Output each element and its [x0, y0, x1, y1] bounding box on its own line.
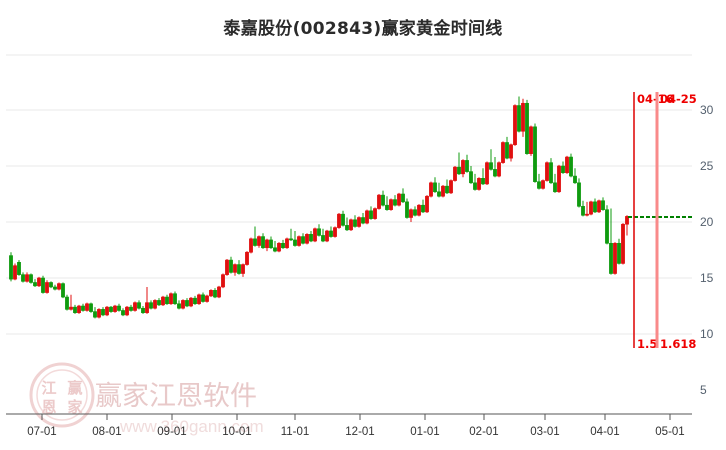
time-line-ratio-label: 1.618	[660, 337, 696, 351]
y-axis-tick-label: 5	[700, 383, 707, 397]
x-axis-tick-label: 10-01	[222, 426, 251, 438]
page-title: 泰嘉股份(002843)赢家黄金时间线	[223, 19, 503, 39]
svg-text:赢: 赢	[67, 379, 82, 397]
svg-text:赢家江恩软件: 赢家江恩软件	[95, 381, 257, 412]
svg-text:家: 家	[67, 398, 82, 416]
y-axis-tick-label: 10	[700, 327, 714, 341]
x-axis-tick-label: 02-01	[469, 426, 498, 438]
x-axis-tick-label: 05-01	[655, 426, 684, 438]
watermark: 江赢恩家赢家江恩软件 www.360gann.com	[29, 362, 264, 436]
time-line-date-label: 04-25	[660, 92, 697, 106]
grid-lines	[6, 54, 692, 335]
x-axis-tick-label: 11-01	[281, 426, 310, 438]
svg-text:江: 江	[41, 379, 56, 397]
time-line-date-label: 04-16	[637, 92, 674, 106]
y-axis-tick-label: 15	[700, 271, 714, 285]
fibonacci-time-lines[interactable]: 04-16 1.5 04-25 1.618	[628, 92, 697, 351]
x-axis-tick-label: 07-01	[27, 426, 56, 438]
x-axis-tick-label: 03-01	[530, 426, 559, 438]
time-line-ratio-label: 1.5	[637, 337, 657, 351]
y-axis-tick-label: 30	[700, 103, 714, 117]
x-axis-tick-label: 08-01	[92, 426, 121, 438]
x-axis-tick-label: 01-01	[410, 426, 439, 438]
x-axis-tick-label: 12-01	[345, 426, 374, 438]
y-axis-labels: 30 25 20 15 10 5	[700, 103, 714, 397]
x-axis: 07-01 08-01 09-01 10-01 11-01 12-01 01-01 02-01…	[6, 413, 692, 438]
x-axis-tick-label: 04-01	[590, 426, 619, 438]
svg-text:恩: 恩	[41, 398, 56, 416]
candlestick-series	[9, 96, 629, 319]
y-axis-tick-label: 25	[700, 159, 714, 173]
svg-text:www.360gann.com: www.360gann.com	[119, 417, 264, 436]
y-axis-tick-label: 20	[700, 215, 714, 229]
x-axis-tick-label: 09-01	[157, 426, 186, 438]
